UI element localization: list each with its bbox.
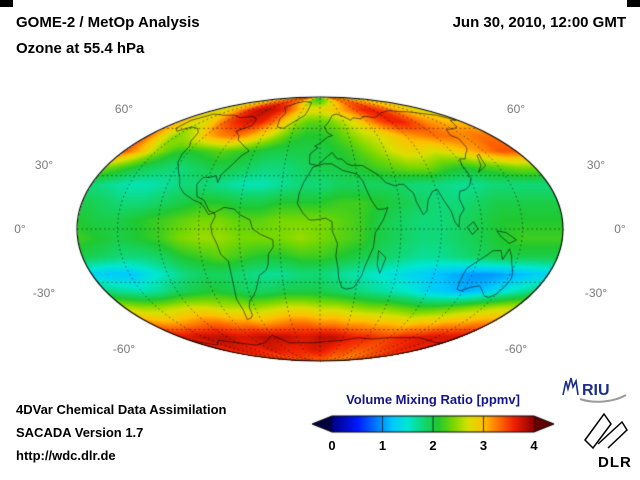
riu-spikes-icon bbox=[562, 377, 579, 396]
colorbar-tick-1: 1 bbox=[378, 438, 387, 453]
dlr-logo-text: DLR bbox=[598, 454, 632, 471]
lat-label-minus30-left: -30° bbox=[32, 286, 56, 300]
footer-version: SACADA Version 1.7 bbox=[16, 425, 144, 440]
lat-label-60-right: 60° bbox=[506, 102, 526, 116]
footer-url: http://wdc.dlr.de bbox=[16, 448, 116, 463]
dlr-logo: DLR bbox=[580, 408, 636, 472]
analysis-datetime: Jun 30, 2010, 12:00 GMT bbox=[452, 14, 626, 31]
colorbar-tick-3: 3 bbox=[479, 438, 488, 453]
lat-label-minus30-right: -30° bbox=[584, 286, 608, 300]
dlr-emblem-icon bbox=[584, 412, 612, 450]
lat-label-30-right: 30° bbox=[586, 158, 606, 172]
lat-label-0-right: 0° bbox=[614, 222, 626, 236]
colorbar-canvas bbox=[308, 413, 558, 437]
riu-swoosh-icon bbox=[579, 394, 627, 403]
page-subtitle: Ozone at 55.4 hPa bbox=[16, 40, 145, 57]
colorbar-title: Volume Mixing Ratio [ppmv] bbox=[346, 392, 520, 407]
dlr-emblem-wing-icon bbox=[597, 420, 628, 449]
lat-label-60-left: 60° bbox=[114, 102, 134, 116]
riu-logo-text: RIU bbox=[582, 382, 610, 399]
ozone-map-canvas bbox=[70, 90, 570, 368]
colorbar: Volume Mixing Ratio [ppmv] 0 1 2 3 4 bbox=[308, 392, 558, 462]
lat-label-minus60-right: -60° bbox=[504, 342, 528, 356]
colorbar-tick-0: 0 bbox=[328, 438, 336, 453]
screen-corner-artifact-right bbox=[627, 0, 640, 7]
lat-label-minus60-left: -60° bbox=[112, 342, 136, 356]
riu-logo: RIU bbox=[560, 376, 632, 404]
screen-corner-artifact-left bbox=[0, 0, 13, 7]
lat-label-30-left: 30° bbox=[34, 158, 54, 172]
colorbar-tick-2: 2 bbox=[429, 438, 437, 453]
colorbar-tick-4: 4 bbox=[530, 438, 538, 453]
lat-label-0-left: 0° bbox=[14, 222, 26, 236]
page-title: GOME-2 / MetOp Analysis bbox=[16, 14, 200, 31]
footer-assimilation: 4DVar Chemical Data Assimilation bbox=[16, 402, 227, 417]
